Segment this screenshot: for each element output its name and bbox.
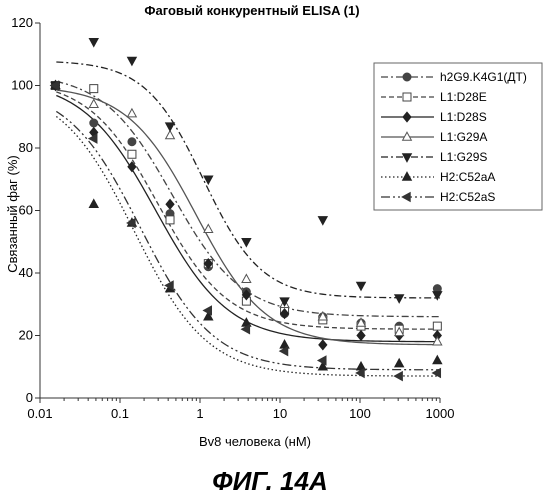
legend-marker-1	[403, 73, 411, 81]
x-tick-label: 100	[349, 406, 371, 421]
data-point	[89, 199, 98, 207]
y-tick-label: 100	[11, 78, 33, 93]
data-point	[166, 123, 175, 131]
legend-label-7: H2:C52aS	[440, 190, 495, 204]
legend-label-4: L1:G29A	[440, 130, 487, 144]
y-tick-label: 40	[19, 265, 33, 280]
data-point	[89, 99, 98, 107]
y-tick-label: 20	[19, 328, 33, 343]
y-tick-label: 120	[11, 15, 33, 30]
data-point	[128, 57, 137, 65]
y-axis-label: Связанный фаг (%)	[5, 155, 20, 272]
data-point	[395, 359, 404, 367]
data-point	[90, 119, 98, 127]
data-point	[242, 274, 251, 282]
y-tick-label: 0	[26, 390, 33, 405]
figure-label: ФИГ. 14А	[212, 466, 327, 496]
data-point	[318, 217, 327, 225]
data-point	[433, 337, 442, 345]
data-point	[319, 340, 327, 350]
x-tick-label: 1	[196, 406, 203, 421]
y-tick-label: 80	[19, 140, 33, 155]
legend-marker-2	[403, 93, 411, 101]
data-point	[89, 39, 98, 47]
data-point	[433, 356, 442, 364]
chart-title: Фаговый конкурентный ELISA (1)	[144, 3, 359, 18]
data-point	[128, 138, 136, 146]
data-point	[204, 176, 213, 184]
legend: h2G9.K4G1(ДТ) L1:D28E L1:D28S L1:G29A L1:G29…	[374, 63, 542, 210]
x-tick-label: 10	[273, 406, 287, 421]
legend-label-5: L1:G29S	[440, 150, 487, 164]
data-point	[357, 331, 365, 341]
data-point	[128, 109, 137, 117]
data-point	[166, 199, 174, 209]
data-point	[242, 239, 251, 247]
data-point	[395, 295, 404, 303]
y-tick-label: 60	[19, 203, 33, 218]
data-point	[128, 150, 136, 158]
x-tick-label: 1000	[426, 406, 455, 421]
data-point	[394, 372, 402, 381]
data-point	[433, 322, 441, 330]
data-point	[166, 216, 174, 224]
data-point	[204, 224, 213, 232]
x-tick-label: 0.01	[27, 406, 52, 421]
x-axis-label: Bv8 человека (нМ)	[199, 434, 311, 449]
legend-label-6: H2:C52aA	[440, 170, 495, 184]
x-tick-label: 0.1	[111, 406, 129, 421]
data-point	[357, 282, 366, 290]
data-point	[90, 85, 98, 93]
legend-label-1: h2G9.K4G1(ДТ)	[440, 70, 527, 84]
legend-label-3: L1:D28S	[440, 110, 487, 124]
legend-label-2: L1:D28E	[440, 90, 487, 104]
